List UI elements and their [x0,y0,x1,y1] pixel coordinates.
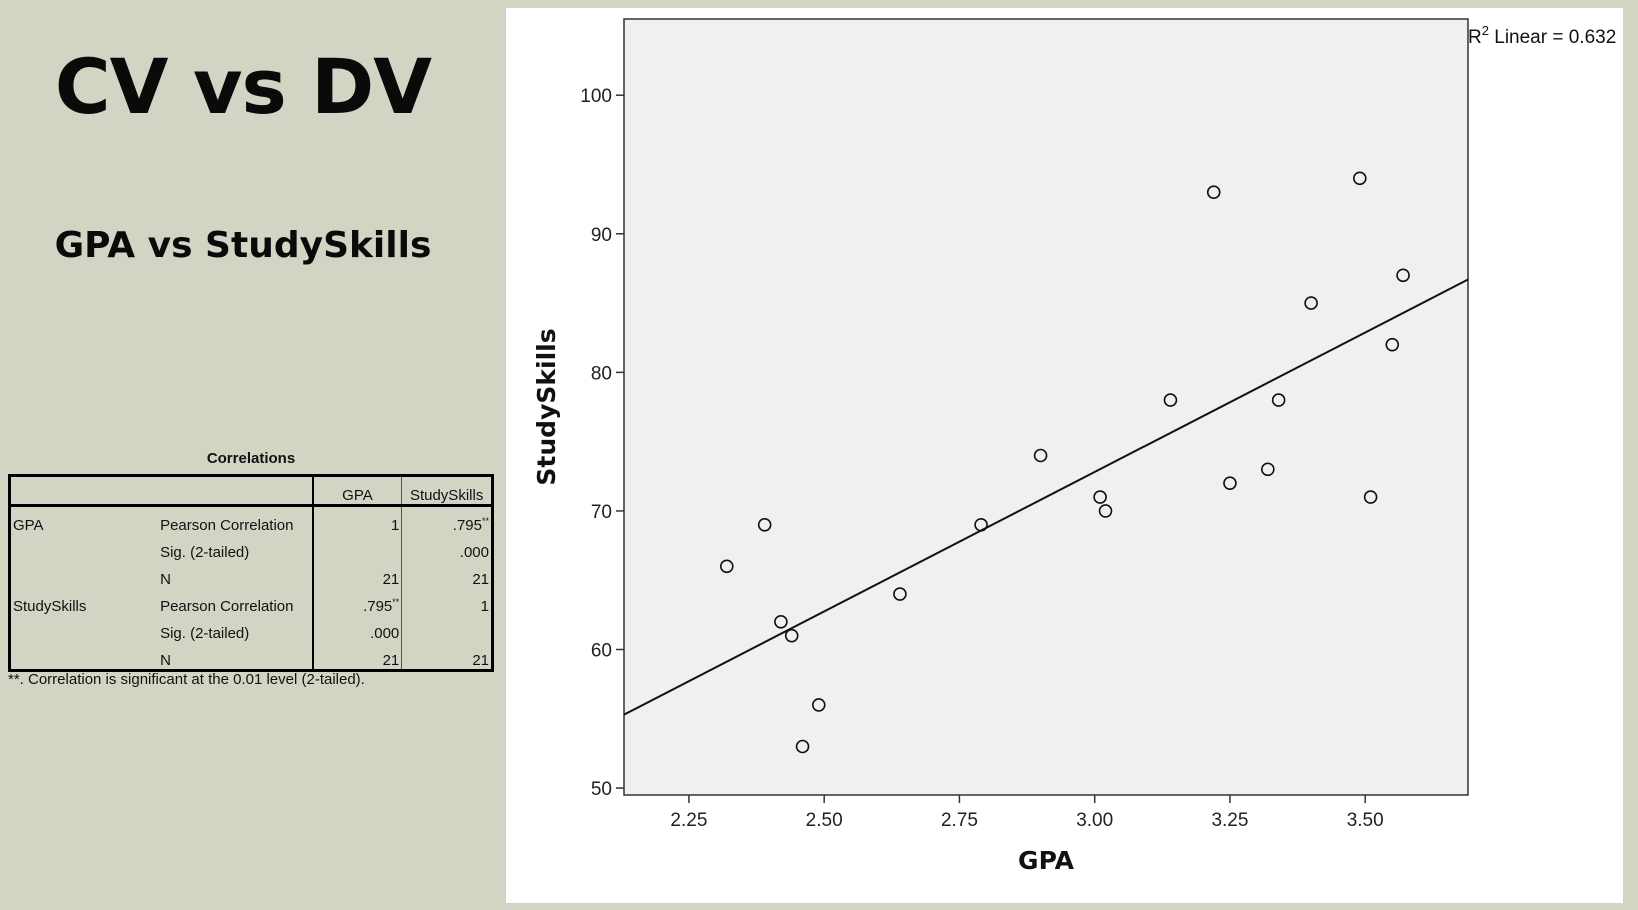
y-tick-label: 70 [591,502,612,523]
header-cell [9,475,159,507]
x-tick-label: 3.25 [1211,810,1248,831]
scatter-point [795,739,810,754]
scatter-point [774,614,788,629]
cell-studyskills [402,615,493,642]
plot-area [623,18,1469,796]
table-row: GPA Pearson Correlation 1 .795** [10,505,493,534]
fit-line [623,278,1469,716]
table-row: Sig. (2-tailed) .000 [10,615,493,642]
row-variable [10,642,159,671]
slide-subtitle: GPA vs StudySkills [54,225,432,266]
y-tick-label: 90 [591,225,612,246]
row-variable: GPA [13,517,44,534]
row-variable [10,561,159,588]
scatter-point [974,517,988,532]
scatter-point [893,587,907,601]
scatter-point [1163,393,1178,407]
table-row: N 21 21 [10,642,493,671]
cell-studyskills: .795** [452,516,489,534]
table-row: StudySkills Pearson Correlation .795** 1 [10,588,493,615]
cell-studyskills: 1 [480,598,489,615]
row-statistic: Pearson Correlation [158,588,314,615]
x-tick-label: 2.25 [670,810,707,831]
scatter-point [1261,462,1275,477]
scatter-point [1385,337,1400,352]
scatter-point [1098,504,1113,518]
table-row: Sig. (2-tailed) .000 [10,534,493,561]
scatter-chart: 50 60 70 80 90 100 2.25 2.50 2.75 3.00 3.25 3.50 S… [532,18,1616,875]
x-tick-label: 2.50 [806,810,843,831]
scatter-point [757,517,772,532]
cell-gpa: .795** [312,588,403,615]
cell-studyskills: 21 [472,571,489,588]
scatter-point [1396,268,1410,283]
row-statistic: N [158,642,314,671]
correlations-title: Correlations [206,450,296,467]
y-axis-label: StudySkills [532,328,561,485]
scatter-point [1352,171,1367,186]
scatter-point [1271,393,1286,407]
x-tick-label: 3.00 [1076,810,1113,831]
scatter-point [1223,476,1237,491]
y-tick-label: 100 [580,86,612,107]
cell-studyskills: .000 [459,544,489,561]
x-axis-label: GPA [1018,846,1075,875]
cell-gpa: 21 [312,642,403,671]
cell-gpa [312,534,403,561]
scatter-point [1033,448,1048,463]
cell-gpa: 21 [312,561,403,588]
scatter-point [1304,296,1318,310]
y-tick-label: 80 [591,363,612,384]
header-gpa: GPA [312,475,403,507]
scatter-point [784,628,799,643]
scatter-chart-panel: 50 60 70 80 90 100 2.25 2.50 2.75 3.00 3.25 3.50 S… [506,8,1623,903]
header-cell [158,475,314,507]
row-statistic: N [158,561,314,588]
row-statistic: Sig. (2-tailed) [158,615,314,642]
y-tick-label: 60 [591,641,612,662]
table-header-row: GPA StudySkills [9,475,493,507]
table-row: N 21 21 [10,561,493,588]
cell-gpa: 1 [312,505,403,534]
x-tick-label: 2.75 [941,810,978,831]
correlations-footnote: **. Correlation is significant at the 0.… [8,671,365,688]
scatter-point [1093,490,1107,504]
row-variable [10,534,159,561]
r2-annotation: R2 Linear = 0.632 [1468,23,1616,48]
scatter-point [811,698,826,712]
correlations-table: GPA StudySkills GPA Pearson Correlation … [8,474,494,672]
scatter-point [719,559,734,574]
x-tick-label: 3.50 [1347,810,1384,831]
scatter-point [1206,185,1221,200]
scatter-point [1363,490,1378,504]
slide-title: CV vs DV [54,42,432,131]
row-statistic: Pearson Correlation [158,505,314,534]
header-studyskills: StudySkills [401,475,493,507]
y-tick-label: 50 [591,779,612,800]
row-statistic: Sig. (2-tailed) [158,534,314,561]
cell-gpa: .000 [312,615,403,642]
row-variable [10,615,159,642]
row-variable: StudySkills [13,598,87,615]
cell-studyskills: 21 [472,652,489,669]
